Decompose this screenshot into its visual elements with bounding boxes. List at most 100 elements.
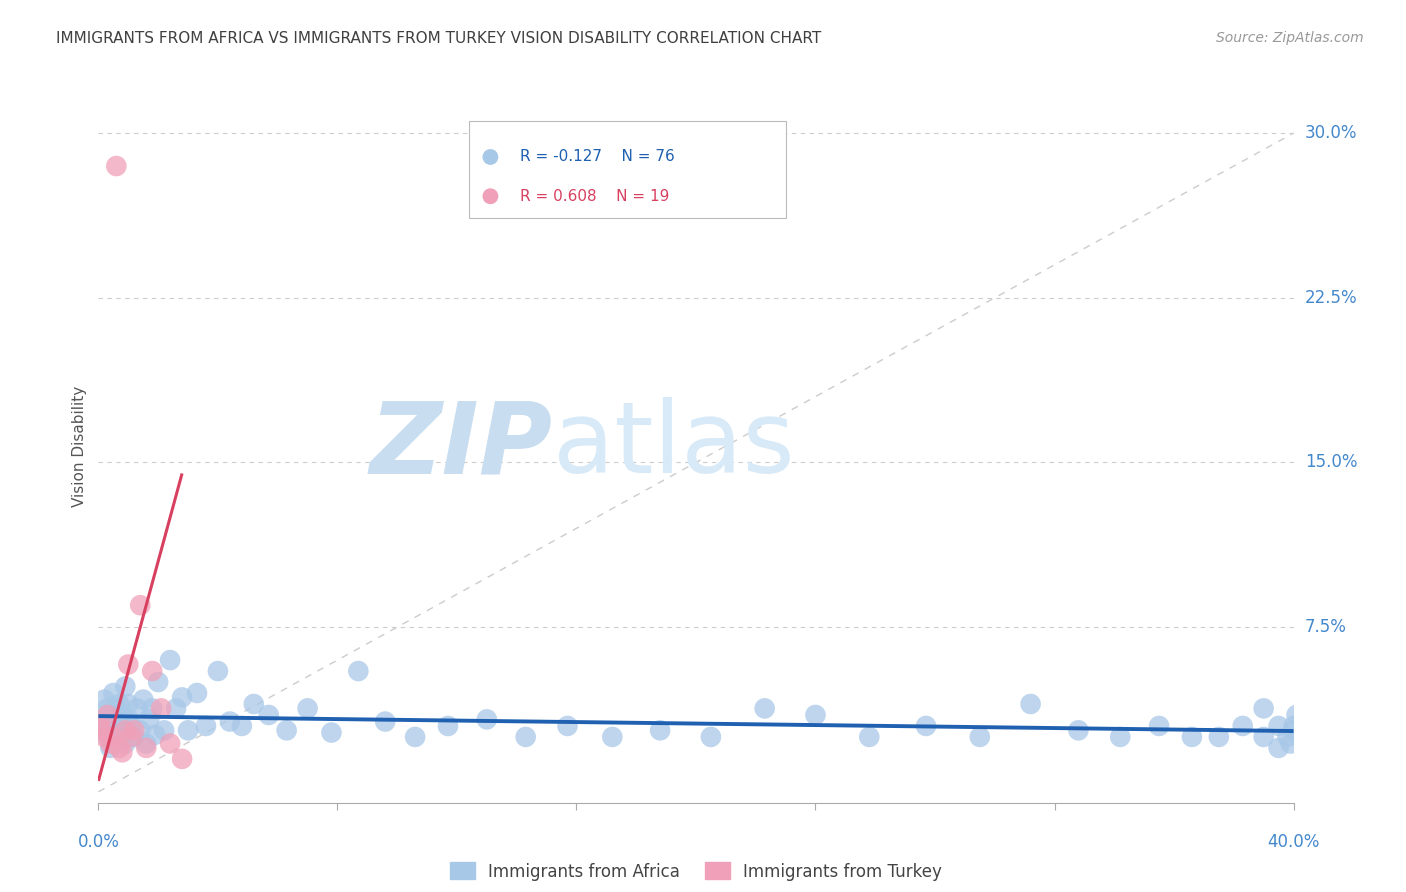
- Y-axis label: Vision Disability: Vision Disability: [72, 385, 87, 507]
- Point: [347, 664, 370, 678]
- Point: [117, 697, 139, 711]
- Point: [177, 723, 200, 738]
- Text: ZIP: ZIP: [370, 398, 553, 494]
- Point: [219, 714, 242, 729]
- Point: [153, 723, 176, 738]
- Point: [915, 719, 938, 733]
- Point: [321, 725, 343, 739]
- Point: [111, 745, 134, 759]
- Point: [120, 730, 142, 744]
- Point: [969, 730, 991, 744]
- Point: [93, 730, 115, 744]
- Point: [135, 740, 157, 755]
- Point: [172, 690, 194, 705]
- Point: [108, 730, 131, 744]
- Point: [120, 719, 142, 733]
- Point: [135, 737, 157, 751]
- Point: [103, 686, 125, 700]
- Point: [108, 740, 131, 755]
- Point: [141, 664, 163, 678]
- Point: [475, 712, 498, 726]
- Point: [276, 723, 298, 738]
- Point: [437, 719, 460, 733]
- Point: [1279, 737, 1302, 751]
- Point: [243, 697, 266, 711]
- Point: [1277, 730, 1299, 744]
- Point: [103, 737, 125, 751]
- Point: [96, 701, 118, 715]
- Point: [98, 740, 122, 755]
- Point: [129, 723, 152, 738]
- Point: [1147, 719, 1170, 733]
- Point: [1267, 719, 1289, 733]
- Point: [114, 680, 136, 694]
- Point: [132, 692, 155, 706]
- Point: [111, 723, 134, 738]
- Point: [93, 723, 115, 738]
- Point: [557, 719, 579, 733]
- Point: [231, 719, 253, 733]
- Point: [194, 719, 218, 733]
- Point: [103, 719, 125, 733]
- Text: 22.5%: 22.5%: [1305, 289, 1357, 307]
- Point: [108, 697, 131, 711]
- Point: [138, 712, 160, 726]
- Text: 15.0%: 15.0%: [1305, 453, 1357, 472]
- Point: [105, 701, 128, 715]
- Point: [148, 675, 170, 690]
- Point: [804, 708, 827, 723]
- Point: [93, 692, 115, 706]
- Point: [257, 708, 280, 723]
- Point: [98, 737, 122, 751]
- Point: [141, 701, 163, 715]
- Point: [159, 653, 181, 667]
- Point: [600, 730, 623, 744]
- Text: R = 0.608    N = 19: R = 0.608 N = 19: [520, 189, 669, 203]
- Point: [103, 730, 125, 744]
- Text: Source: ZipAtlas.com: Source: ZipAtlas.com: [1216, 31, 1364, 45]
- Text: R = -0.127    N = 76: R = -0.127 N = 76: [520, 150, 675, 164]
- Point: [114, 737, 136, 751]
- Point: [90, 712, 112, 726]
- Point: [1253, 701, 1275, 715]
- Point: [129, 598, 152, 612]
- Point: [124, 730, 146, 744]
- Point: [143, 728, 166, 742]
- Point: [858, 730, 880, 744]
- Point: [1253, 730, 1275, 744]
- Point: [1208, 730, 1230, 744]
- Point: [186, 686, 208, 700]
- Point: [1019, 697, 1042, 711]
- Text: 7.5%: 7.5%: [1305, 618, 1347, 636]
- Point: [374, 714, 396, 729]
- Point: [127, 701, 149, 715]
- Legend: Immigrants from Africa, Immigrants from Turkey: Immigrants from Africa, Immigrants from …: [443, 855, 949, 888]
- Point: [96, 708, 118, 723]
- Point: [150, 701, 173, 715]
- Point: [1067, 723, 1090, 738]
- Point: [700, 730, 723, 744]
- Text: 0.0%: 0.0%: [77, 833, 120, 851]
- Point: [648, 723, 672, 738]
- Point: [207, 664, 229, 678]
- Point: [404, 730, 426, 744]
- Point: [124, 723, 146, 738]
- Point: [1181, 730, 1204, 744]
- Point: [1285, 708, 1308, 723]
- Text: 30.0%: 30.0%: [1305, 124, 1357, 142]
- Text: atlas: atlas: [553, 398, 794, 494]
- Point: [1267, 740, 1289, 755]
- Point: [98, 714, 122, 729]
- Point: [105, 725, 128, 739]
- FancyBboxPatch shape: [470, 121, 786, 218]
- Point: [96, 730, 118, 744]
- Point: [89, 719, 111, 733]
- Point: [165, 701, 187, 715]
- Text: 40.0%: 40.0%: [1267, 833, 1320, 851]
- Point: [172, 752, 194, 766]
- Point: [105, 159, 128, 173]
- Point: [90, 723, 112, 738]
- Point: [117, 657, 139, 672]
- Point: [1109, 730, 1132, 744]
- Point: [114, 723, 136, 738]
